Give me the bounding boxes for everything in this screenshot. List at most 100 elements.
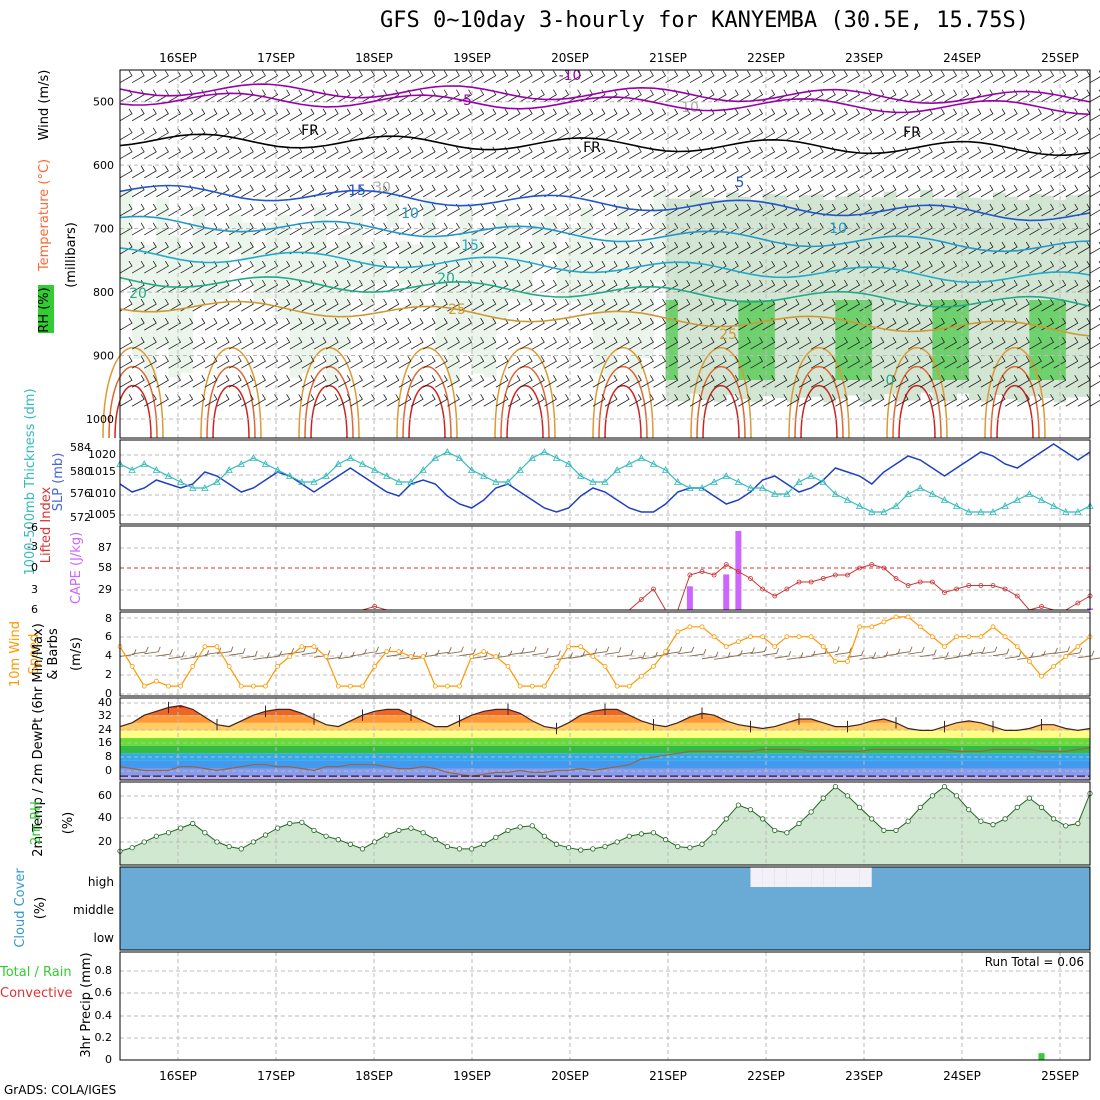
wind-barb	[180, 317, 194, 331]
wind-barb	[507, 356, 521, 369]
wind-barb-10m	[265, 650, 282, 659]
wind-barb	[859, 70, 873, 84]
wind-barb	[1053, 70, 1067, 84]
run-total-label: Run Total = 0.06	[985, 955, 1084, 969]
wind-barb	[786, 298, 800, 312]
wind-barb	[410, 165, 424, 179]
wind-barb	[338, 165, 351, 179]
temp-contour	[119, 184, 1091, 222]
wind-speed-marker	[129, 663, 135, 669]
wind-barb	[301, 317, 315, 331]
date-label-top: 25SEP	[1041, 51, 1079, 65]
wind-barb	[604, 279, 618, 293]
wind-barb	[1065, 203, 1079, 217]
wind-barb	[665, 241, 679, 255]
wind-barb	[459, 184, 473, 198]
wind-barb	[859, 241, 873, 255]
wind-speed-marker	[287, 654, 293, 659]
wind-speed-marker	[602, 663, 608, 669]
rh-marker	[941, 784, 948, 790]
wind-barb	[325, 298, 339, 312]
wind-barb	[277, 260, 291, 274]
wind-barb	[883, 356, 897, 369]
wind-barb	[507, 336, 521, 350]
wind-speed-marker	[1063, 654, 1069, 659]
wind-barb-10m	[568, 651, 586, 659]
wind-barb	[616, 89, 630, 103]
wind-barb	[228, 356, 242, 369]
wind-barb	[701, 241, 715, 255]
wind-barb	[156, 70, 169, 84]
thickness-marker	[152, 466, 161, 473]
wind-barb	[907, 127, 921, 141]
wind-barb	[1041, 108, 1055, 122]
wind-barb	[131, 394, 145, 407]
lifted-index-marker	[1014, 593, 1020, 599]
wind-barb	[968, 108, 982, 122]
wind-barb	[289, 241, 303, 255]
wind-barb-10m	[362, 646, 379, 655]
date-label-top: 19SEP	[453, 51, 491, 65]
wind-barb	[689, 356, 703, 369]
wind-barb	[968, 336, 982, 350]
thickness-marker	[892, 502, 900, 509]
wind-speed-marker	[517, 683, 523, 689]
wind-barb	[713, 146, 727, 160]
wind-barb	[895, 279, 909, 293]
wind-speed-marker	[1075, 644, 1081, 649]
wind-barb	[1089, 127, 1100, 141]
cape-tick: 29	[98, 583, 112, 596]
wind-barb	[386, 241, 400, 255]
wind-barb	[980, 165, 994, 179]
wind-barb	[980, 70, 994, 84]
rh-marker	[747, 807, 754, 813]
wind-barb	[871, 298, 885, 312]
temp-contour	[119, 83, 1091, 105]
wind-barb	[956, 336, 970, 350]
wind-barb	[604, 241, 618, 255]
wind-barb	[713, 70, 727, 84]
wind-barb	[677, 298, 691, 312]
wind-barb	[932, 260, 945, 274]
rh-marker	[202, 830, 208, 836]
rh-marker	[869, 816, 875, 822]
wind-barb	[507, 222, 521, 236]
wind-barb	[204, 184, 218, 198]
temp-contour-warm	[984, 346, 1046, 439]
wind-barb	[1041, 336, 1055, 350]
wind-barb	[665, 184, 679, 198]
date-label-bottom: 24SEP	[943, 1069, 981, 1083]
wind-barb	[629, 394, 642, 407]
wind-barb	[920, 394, 933, 407]
wind-barb	[556, 241, 570, 255]
rh-area	[120, 786, 1090, 865]
wind-barb	[835, 298, 848, 312]
lifted-index-marker	[845, 572, 850, 578]
wind-barb	[629, 165, 642, 179]
wind-barb	[786, 184, 800, 198]
wind-barb	[932, 375, 945, 388]
li-tick: 0	[31, 561, 38, 574]
wind-barb	[192, 108, 206, 122]
precip-tick: 0.8	[95, 964, 113, 977]
wind-barb	[762, 146, 776, 160]
wind-barb	[192, 203, 206, 217]
wind-barb	[932, 336, 945, 350]
wind-barb	[944, 394, 958, 407]
wind-barb	[277, 127, 291, 141]
wind-barb	[810, 146, 824, 160]
wind-barb	[592, 203, 606, 217]
wind-barb	[1041, 241, 1055, 255]
wind-barb	[774, 394, 788, 407]
wind-barb	[871, 260, 885, 274]
wind-barb	[907, 184, 921, 198]
wind-barb	[738, 298, 751, 312]
wind-barb	[701, 317, 715, 331]
wind-barb	[750, 89, 764, 103]
wind-barb	[216, 203, 230, 217]
wind-barb	[580, 146, 594, 160]
wind-barb	[374, 298, 388, 312]
wind-barb	[653, 222, 667, 236]
wind-barb	[471, 203, 485, 217]
wind-speed-marker	[311, 644, 317, 649]
